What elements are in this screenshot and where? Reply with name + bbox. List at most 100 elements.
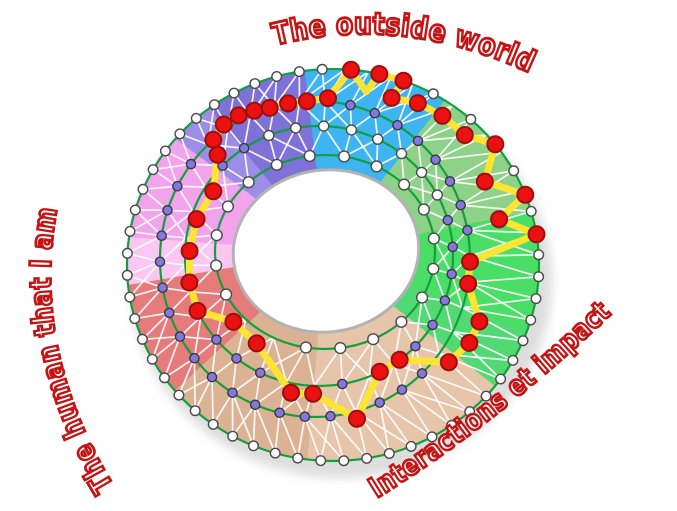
white-node[interactable] bbox=[530, 293, 542, 305]
white-node[interactable] bbox=[415, 166, 428, 179]
white-node[interactable] bbox=[290, 122, 302, 134]
white-node[interactable] bbox=[361, 452, 373, 464]
white-node[interactable] bbox=[507, 354, 519, 366]
white-node[interactable] bbox=[174, 128, 186, 140]
red-node[interactable] bbox=[180, 273, 199, 292]
red-node[interactable] bbox=[490, 210, 509, 229]
red-node[interactable] bbox=[214, 115, 233, 134]
white-node[interactable] bbox=[446, 419, 458, 431]
red-node[interactable] bbox=[516, 185, 535, 204]
purple-node[interactable] bbox=[299, 411, 311, 423]
white-node[interactable] bbox=[303, 149, 316, 163]
red-node[interactable] bbox=[204, 130, 223, 149]
red-node[interactable] bbox=[245, 101, 264, 120]
white-node[interactable] bbox=[227, 430, 239, 442]
white-node[interactable] bbox=[129, 204, 141, 216]
white-node[interactable] bbox=[269, 447, 281, 459]
white-node[interactable] bbox=[517, 335, 529, 347]
white-node[interactable] bbox=[124, 291, 136, 303]
white-node[interactable] bbox=[270, 158, 283, 171]
white-node[interactable] bbox=[427, 88, 439, 100]
white-node[interactable] bbox=[431, 189, 443, 201]
red-node[interactable] bbox=[370, 362, 389, 381]
red-node[interactable] bbox=[187, 210, 206, 229]
purple-node[interactable] bbox=[211, 334, 222, 345]
purple-node[interactable] bbox=[442, 214, 454, 226]
white-node[interactable] bbox=[121, 269, 133, 281]
white-node[interactable] bbox=[159, 145, 171, 157]
white-node[interactable] bbox=[147, 164, 159, 176]
red-node[interactable] bbox=[204, 182, 223, 201]
white-node[interactable] bbox=[220, 288, 233, 301]
red-node[interactable] bbox=[180, 242, 199, 260]
white-node[interactable] bbox=[208, 99, 220, 111]
purple-node[interactable] bbox=[336, 378, 348, 390]
red-node[interactable] bbox=[208, 145, 227, 164]
purple-node[interactable] bbox=[172, 180, 183, 192]
white-node[interactable] bbox=[318, 120, 330, 132]
red-node[interactable] bbox=[460, 333, 479, 352]
red-node[interactable] bbox=[486, 135, 505, 154]
purple-node[interactable] bbox=[185, 158, 197, 170]
purple-node[interactable] bbox=[274, 407, 285, 419]
white-node[interactable] bbox=[299, 341, 313, 354]
red-node[interactable] bbox=[390, 350, 409, 369]
white-node[interactable] bbox=[338, 150, 351, 163]
white-node[interactable] bbox=[228, 87, 240, 99]
purple-node[interactable] bbox=[396, 384, 408, 396]
red-node[interactable] bbox=[319, 89, 337, 108]
red-node[interactable] bbox=[297, 92, 316, 111]
red-node[interactable] bbox=[527, 225, 546, 244]
white-node[interactable] bbox=[137, 183, 149, 195]
red-node[interactable] bbox=[433, 106, 452, 125]
white-node[interactable] bbox=[293, 66, 305, 78]
purple-node[interactable] bbox=[439, 295, 451, 306]
white-node[interactable] bbox=[495, 373, 507, 385]
white-node[interactable] bbox=[271, 70, 283, 82]
red-node[interactable] bbox=[382, 88, 401, 107]
red-node[interactable] bbox=[475, 172, 494, 191]
purple-node[interactable] bbox=[162, 204, 173, 216]
white-node[interactable] bbox=[464, 406, 476, 418]
purple-node[interactable] bbox=[325, 410, 336, 422]
white-node[interactable] bbox=[367, 333, 380, 346]
white-node[interactable] bbox=[173, 389, 185, 401]
purple-node[interactable] bbox=[462, 224, 473, 236]
red-node[interactable] bbox=[188, 301, 207, 320]
purple-node[interactable] bbox=[446, 268, 458, 280]
white-node[interactable] bbox=[146, 353, 158, 365]
purple-node[interactable] bbox=[444, 176, 456, 187]
red-node[interactable] bbox=[304, 384, 323, 403]
red-node[interactable] bbox=[439, 353, 458, 372]
white-node[interactable] bbox=[207, 418, 219, 430]
purple-node[interactable] bbox=[410, 340, 421, 352]
white-node[interactable] bbox=[533, 271, 545, 283]
white-node[interactable] bbox=[334, 342, 347, 355]
red-node[interactable] bbox=[247, 334, 266, 353]
white-node[interactable] bbox=[190, 112, 202, 124]
purple-node[interactable] bbox=[206, 371, 218, 383]
white-node[interactable] bbox=[121, 247, 133, 259]
purple-node[interactable] bbox=[154, 256, 166, 268]
red-node[interactable] bbox=[229, 106, 248, 125]
purple-node[interactable] bbox=[174, 331, 186, 342]
white-node[interactable] bbox=[124, 225, 136, 237]
white-node[interactable] bbox=[465, 113, 477, 125]
white-node[interactable] bbox=[263, 129, 275, 142]
white-node[interactable] bbox=[129, 313, 141, 325]
white-node[interactable] bbox=[417, 203, 431, 216]
purple-node[interactable] bbox=[412, 135, 424, 147]
red-node[interactable] bbox=[394, 71, 413, 90]
white-node[interactable] bbox=[405, 440, 417, 452]
purple-node[interactable] bbox=[156, 230, 167, 241]
purple-node[interactable] bbox=[227, 387, 238, 399]
white-node[interactable] bbox=[398, 178, 411, 191]
purple-node[interactable] bbox=[231, 353, 242, 364]
white-node[interactable] bbox=[427, 262, 440, 275]
purple-node[interactable] bbox=[455, 199, 467, 211]
white-node[interactable] bbox=[210, 229, 223, 242]
white-node[interactable] bbox=[189, 405, 201, 417]
white-node[interactable] bbox=[395, 315, 408, 328]
red-node[interactable] bbox=[279, 94, 298, 113]
white-node[interactable] bbox=[426, 431, 438, 443]
